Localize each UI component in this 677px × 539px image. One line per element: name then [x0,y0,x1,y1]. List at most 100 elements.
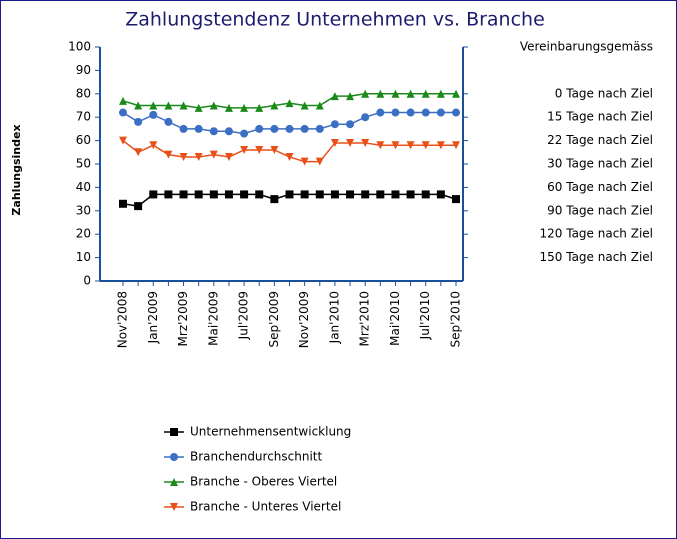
data-point [164,117,173,126]
data-point [330,138,339,147]
data-point [179,101,188,110]
x-tick-label: Mai'2009 [206,291,220,346]
data-point [300,101,309,110]
data-point [194,152,203,161]
data-point [452,195,460,204]
y2-tick-label: 0 Tage nach Ziel [555,86,653,100]
data-point [119,108,127,117]
data-point [391,89,400,98]
data-point [361,113,370,122]
data-point [194,124,203,133]
y-tick-label: 0 [83,274,91,288]
x-tick-label: Sep'2009 [267,291,281,347]
data-point [255,124,264,133]
y-tick-label: 70 [76,110,91,124]
y-tick-label: 100 [68,40,91,54]
x-tick-label: Sep'2010 [449,291,463,347]
data-point [119,199,127,208]
y2-tick-label: 120 Tage nach Ziel [540,227,653,241]
data-point [194,103,203,112]
data-point [270,101,279,110]
data-point [285,124,294,133]
data-point [406,190,415,199]
data-point [270,195,279,204]
data-point [149,110,158,119]
data-point [330,92,339,101]
data-point [270,145,279,154]
data-point [224,152,233,161]
data-point [315,101,324,110]
data-point [134,202,143,211]
y2-tick-label: 15 Tage nach Ziel [547,110,653,124]
data-point [406,108,415,117]
legend-label: Branche - Oberes Viertel [190,475,337,489]
data-point [315,157,324,166]
y-tick-label: 10 [76,250,91,264]
data-point [134,101,143,110]
data-point [285,152,294,161]
data-point [330,120,339,129]
data-point [421,108,430,117]
data-point [164,101,173,110]
y-axis-label: Zahlungsindex [10,124,23,215]
data-point [240,190,249,199]
y2-tick-label: 90 Tage nach Ziel [547,203,653,217]
data-point [149,190,158,199]
data-point [421,141,430,150]
data-point [194,190,203,199]
data-point [119,96,127,105]
data-point [376,141,385,150]
y-tick-label: 90 [76,63,91,77]
y-tick-label: 60 [76,133,91,147]
data-point [346,92,355,101]
data-point [240,103,249,112]
data-point [285,99,294,108]
legend-label: Branchendurchschnitt [190,450,323,464]
data-point [376,190,385,199]
data-point [436,141,445,150]
data-point [209,190,218,199]
data-point [134,117,143,126]
data-point [240,129,249,138]
legend-label: Branche - Unteres Viertel [190,500,341,514]
y-tick-label: 20 [76,227,91,241]
x-tick-label: Jan'2010 [327,291,341,344]
data-point [436,108,445,117]
y2-tick-label: Vereinbarungsgemäss [520,40,653,54]
data-point [119,136,127,145]
data-point [361,138,370,147]
data-point [209,101,218,110]
data-point [300,157,309,166]
y-tick-label: 30 [76,203,91,217]
x-tick-label: Mai'2010 [388,291,402,346]
data-point [391,108,400,117]
data-point [300,124,309,133]
data-point [421,89,430,98]
data-point [452,141,460,150]
data-point [164,190,173,199]
data-point [406,141,415,150]
data-point [391,190,400,199]
legend-marker [170,428,178,436]
data-point [270,124,279,133]
data-point [421,190,430,199]
data-point [436,89,445,98]
data-point [391,141,400,150]
data-point [315,190,324,199]
data-point [209,127,218,136]
data-point [224,103,233,112]
x-tick-label: Jul'2009 [237,291,251,340]
y2-tick-label: 30 Tage nach Ziel [547,157,653,171]
x-tick-label: Mrz'2009 [176,291,190,346]
data-point [179,190,188,199]
data-point [285,190,294,199]
data-point [346,138,355,147]
data-point [300,190,309,199]
x-tick-label: Jan'2009 [146,291,160,344]
data-point [224,127,233,136]
x-tick-label: Nov'2009 [297,291,311,348]
data-point [134,148,143,157]
data-point [330,190,339,199]
